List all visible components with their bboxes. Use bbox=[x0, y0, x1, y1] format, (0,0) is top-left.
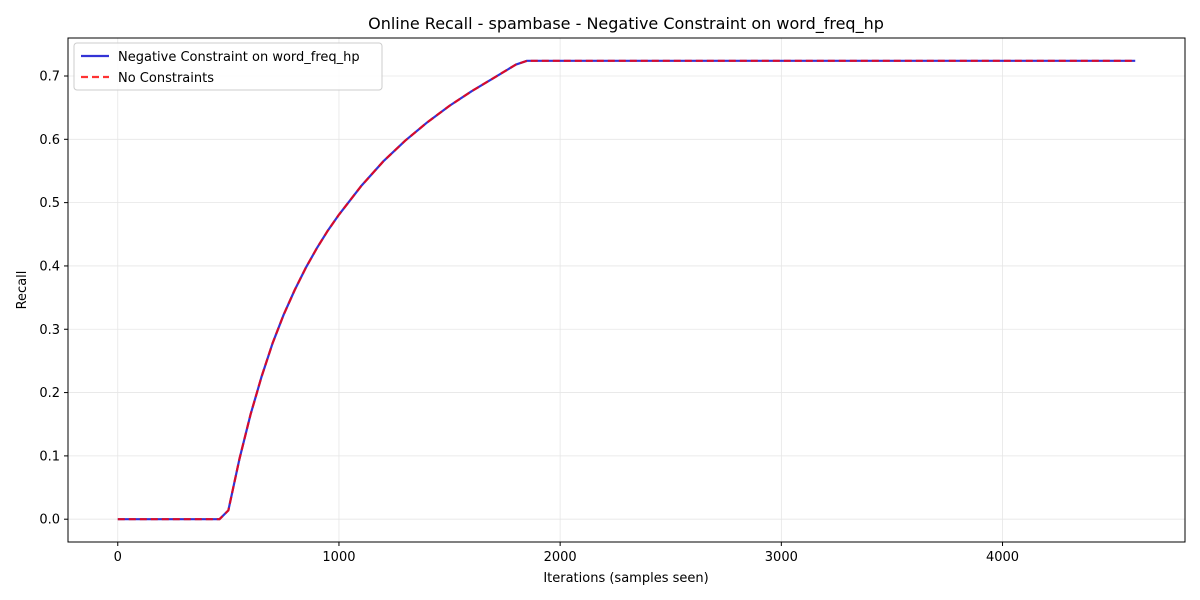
x-tick-label: 2000 bbox=[544, 550, 577, 565]
x-tick-label: 1000 bbox=[322, 550, 355, 565]
y-tick-label: 0.5 bbox=[39, 196, 60, 211]
chart-title: Online Recall - spambase - Negative Cons… bbox=[368, 14, 884, 34]
x-tick-label: 4000 bbox=[986, 550, 1019, 565]
plot-frame bbox=[67, 37, 1186, 543]
ticks-layer: 0 1000 2000 3000 4000 0.0 0.1 0.2 0.3 0.4 0.5 0.6 0.… bbox=[39, 69, 1019, 565]
y-axis-label: Recall bbox=[15, 271, 30, 310]
series-layer bbox=[117, 59, 1136, 521]
x-axis-label: Iterations (samples seen) bbox=[543, 571, 708, 586]
y-tick-label: 0.6 bbox=[39, 133, 60, 148]
y-tick-label: 0.0 bbox=[39, 513, 60, 528]
x-tick-label: 3000 bbox=[765, 550, 798, 565]
grid-layer bbox=[68, 38, 1185, 542]
legend-label-negative-constraint: Negative Constraint on word_freq_hp bbox=[118, 50, 360, 65]
legend: Negative Constraint on word_freq_hp No C… bbox=[73, 42, 383, 91]
y-tick-label: 0.1 bbox=[39, 449, 60, 464]
y-tick-label: 0.3 bbox=[39, 323, 60, 338]
legend-label-no-constraints: No Constraints bbox=[118, 71, 214, 86]
legend-frame bbox=[73, 42, 383, 91]
y-tick-label: 0.4 bbox=[39, 259, 60, 274]
x-tick-label: 0 bbox=[114, 550, 122, 565]
y-tick-label: 0.2 bbox=[39, 386, 60, 401]
series-line-no-constraints bbox=[117, 59, 1136, 521]
y-tick-label: 0.7 bbox=[39, 69, 60, 84]
